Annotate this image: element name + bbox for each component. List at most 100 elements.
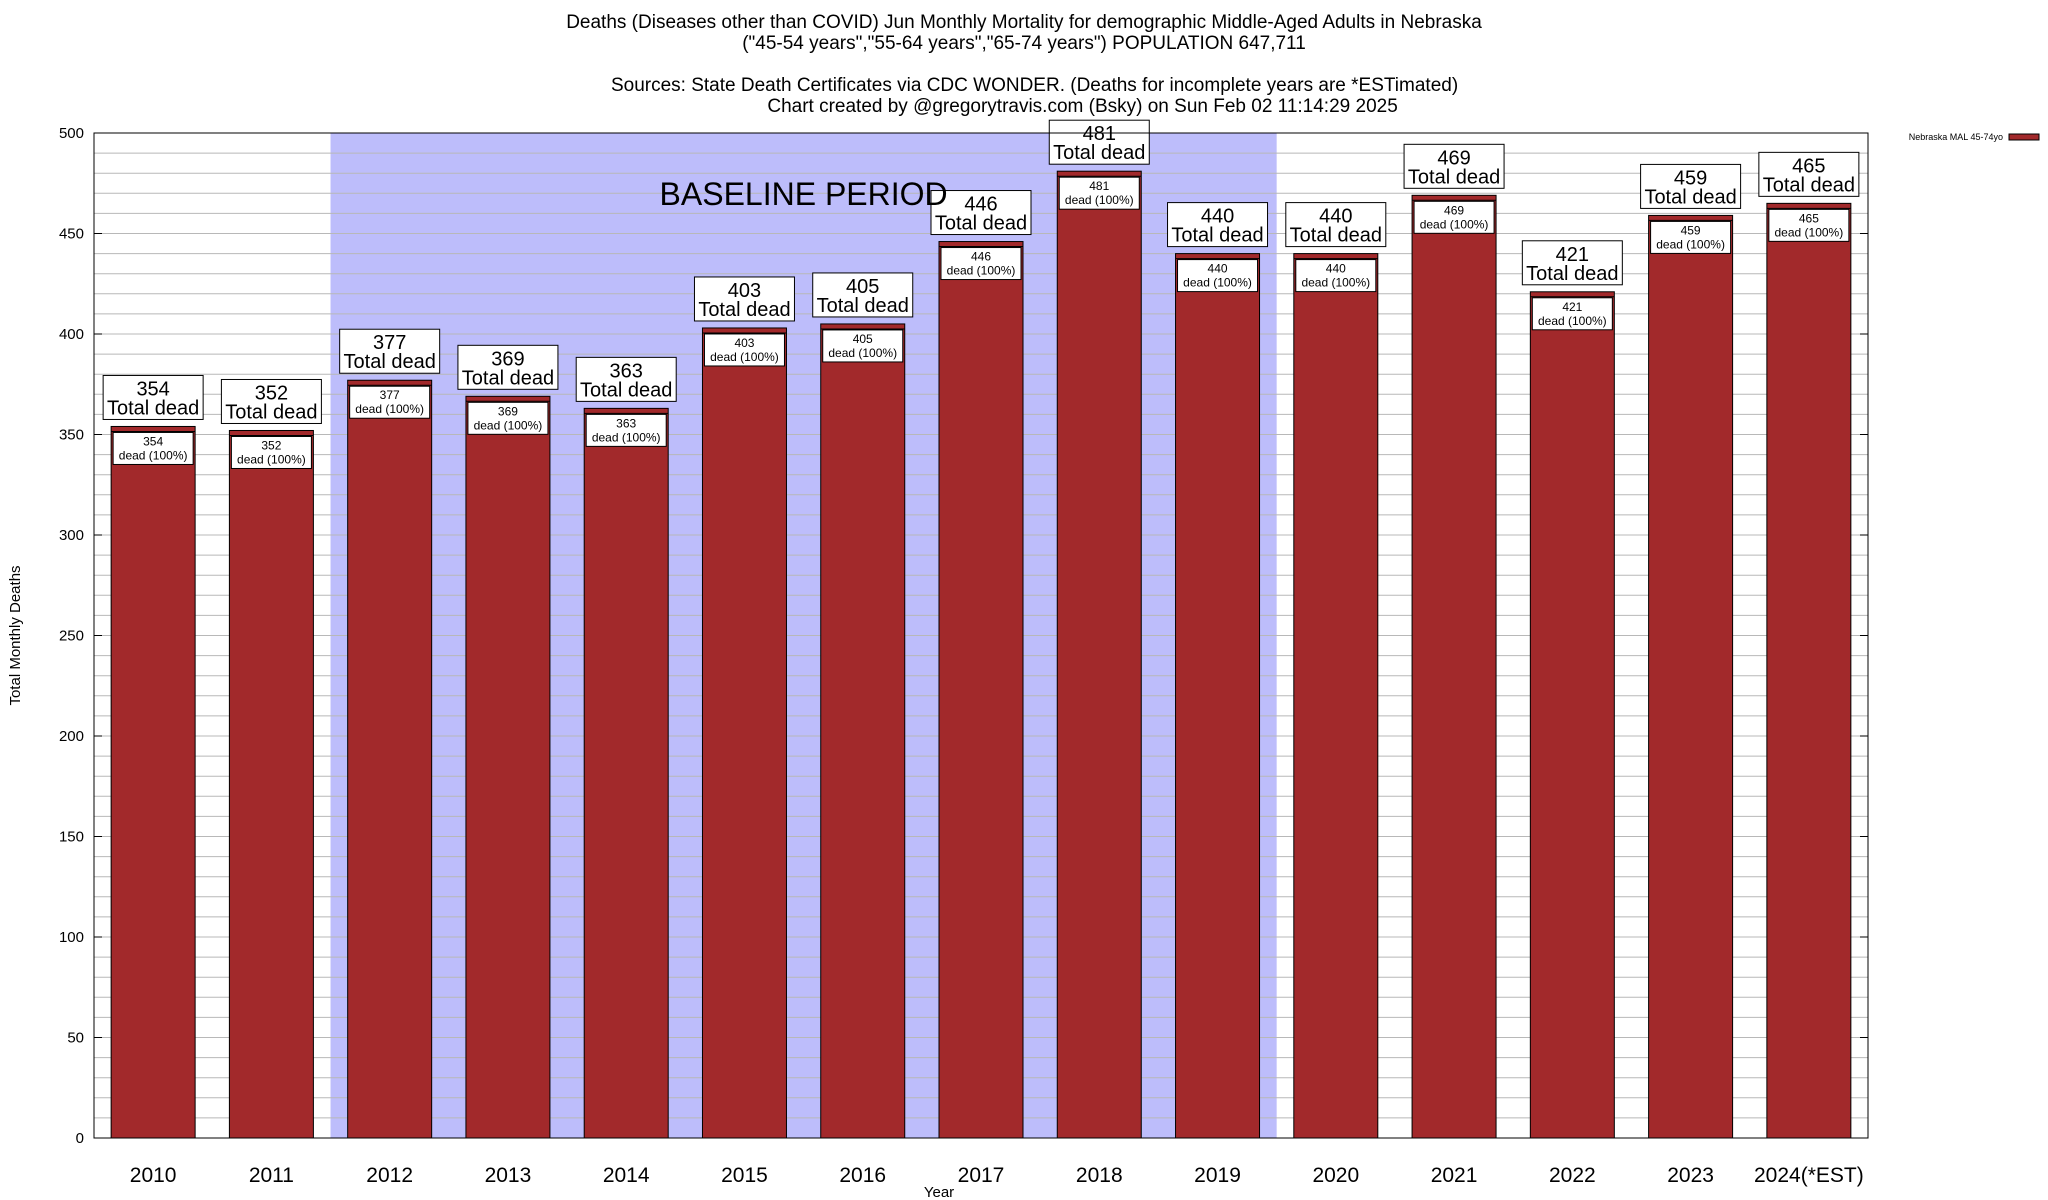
y-tick-label: 200 [59,728,84,745]
total-label-value: 363 [610,360,643,382]
legend-swatch [2008,133,2040,141]
bar-2024(*EST) [1766,202,1852,1139]
total-label-box [575,356,677,402]
x-tick-label: 2022 [1549,1164,1596,1187]
baseline-period-label: BASELINE PERIOD [660,176,948,212]
segment-label-text: dead (100%) [1301,276,1370,290]
total-label-value: 481 [1083,123,1116,145]
bar-2023 [1648,214,1734,1139]
y-tick-label: 100 [59,929,84,946]
total-label-box [220,378,322,424]
legend: Nebraska MAL 45-74yo [1909,132,2040,142]
bar-2015 [701,327,787,1139]
segment-label-box [822,329,904,363]
segment-label-value: 459 [1681,223,1701,237]
segment-label-box [940,247,1022,281]
segment-label-box [1650,220,1732,254]
total-label-box [693,276,795,322]
x-tick-label: 2011 [249,1164,294,1187]
segment-label-value: 354 [143,434,163,448]
chart-title-block: Deaths (Diseases other than COVID) Jun M… [0,12,2048,138]
segment-label-box [1768,208,1850,242]
legend-entry-label: Nebraska MAL 45-74yo [1909,132,2003,142]
total-label-box [1758,151,1860,197]
segment-label-text: dead (100%) [1183,276,1252,290]
x-tick-label: 2024(*EST) [1754,1164,1864,1187]
total-label-box [1285,202,1387,248]
total-label-box [812,272,914,318]
axes: 2010 2011 2012 2013 2014 2015 2016 2017 2018 2019… [59,125,1869,1187]
total-label-text: Total dead [1644,186,1736,208]
segment-label-text: dead (100%) [828,346,897,360]
segment-label-value: 440 [1208,262,1228,276]
total-label-value: 377 [373,332,406,354]
segment-label-text: dead (100%) [1420,217,1489,231]
segment-label-value: 465 [1799,211,1819,225]
total-label-value: 403 [728,280,761,302]
total-label-box [1640,163,1742,209]
total-label-value: 421 [1556,244,1589,266]
total-label-text: Total dead [344,351,436,373]
total-label-box [1167,202,1269,248]
total-label-text: Total dead [1408,166,1500,188]
bar-2021 [1411,194,1497,1139]
bar-2019 [1175,253,1261,1139]
segment-label-value: 369 [498,404,518,418]
total-label-box [930,190,1032,236]
segment-label-text: dead (100%) [474,418,543,432]
x-tick-label: 2016 [839,1164,886,1187]
total-label-text: Total dead [225,401,317,423]
total-label-value: 405 [846,276,879,298]
y-tick-label: 250 [59,628,84,645]
y-tick-label: 0 [76,1130,84,1147]
total-label-value: 465 [1792,155,1825,177]
segment-label-box [112,431,194,465]
segment-label-value: 469 [1444,203,1464,217]
x-tick-label: 2017 [958,1164,1005,1187]
x-tick-label: 2015 [721,1164,768,1187]
total-label-box [339,328,441,374]
x-tick-label: 2019 [1194,1164,1241,1187]
segment-label-box [703,333,785,367]
total-label-box [1048,119,1150,165]
total-label-text: Total dead [107,397,199,419]
segment-label-value: 481 [1089,179,1109,193]
segment-label-box [1295,259,1377,293]
segment-label-text: dead (100%) [1065,193,1134,207]
x-tick-label: 2020 [1312,1164,1359,1187]
segment-label-value: 377 [380,388,400,402]
y-tick-label: 350 [59,427,84,444]
segment-label-box [467,401,549,435]
segment-label-box [1531,297,1613,331]
segment-label-text: dead (100%) [237,452,306,466]
segment-label-box [230,435,312,469]
total-label-text: Total dead [462,367,554,389]
segment-label-value: 440 [1326,262,1346,276]
y-tick-label: 500 [59,125,84,142]
total-label-value: 446 [964,194,997,216]
bar-2011 [228,429,314,1139]
segment-label-value: 363 [616,416,636,430]
total-label-value: 459 [1674,167,1707,189]
bar-2022 [1529,291,1615,1139]
total-label-box [1521,240,1623,286]
bar-2018 [1056,170,1142,1139]
total-label-text: Total dead [1053,142,1145,164]
x-tick-label: 2014 [603,1164,650,1187]
x-tick-label: 2018 [1076,1164,1123,1187]
segment-label-box [1413,200,1495,234]
segment-label-value: 421 [1562,300,1582,314]
bar-2013 [465,395,551,1139]
total-label-value: 469 [1437,147,1470,169]
segment-label-value: 446 [971,250,991,264]
segment-label-text: dead (100%) [592,430,661,444]
bar-2012 [347,379,433,1139]
segment-label-value: 403 [734,336,754,350]
total-label-box [1403,143,1505,189]
segment-label-box [1058,176,1140,210]
chart-sources: Sources: State Death Certificates via CD… [610,75,1459,96]
total-label-value: 440 [1201,206,1234,228]
total-label-box [457,344,559,390]
